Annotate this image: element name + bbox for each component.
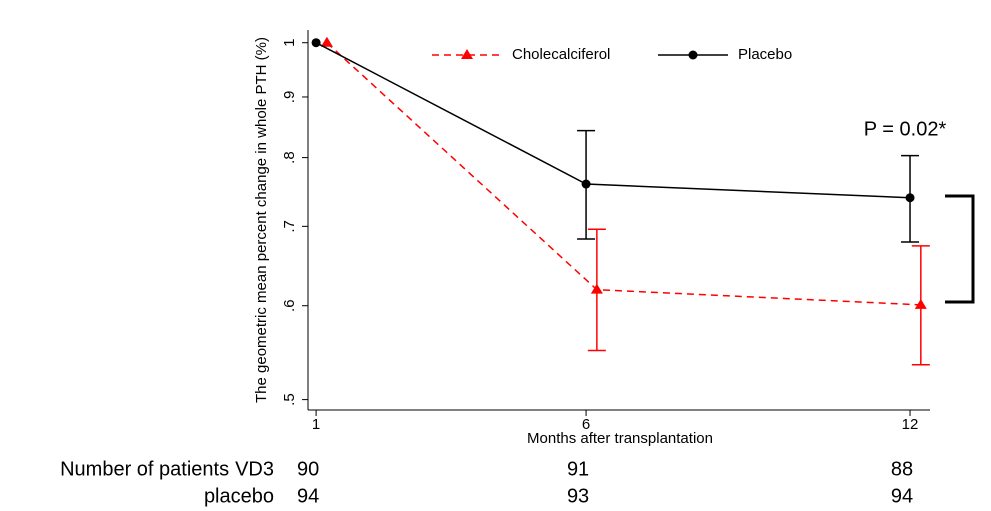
point bbox=[914, 298, 927, 309]
y-tick-label: 1 bbox=[281, 39, 298, 47]
legend-label: Cholecalciferol bbox=[512, 46, 610, 63]
x-tick-label: 12 bbox=[902, 416, 919, 433]
y-tick-label: .9 bbox=[281, 91, 298, 104]
y-tick-label: .7 bbox=[281, 220, 298, 233]
x-tick-label: 6 bbox=[582, 416, 590, 433]
table-cell: 94 bbox=[891, 485, 913, 507]
series-line bbox=[326, 42, 921, 306]
point bbox=[905, 193, 915, 203]
legend-marker bbox=[461, 49, 473, 59]
table-cell: 90 bbox=[297, 458, 319, 480]
x-tick-label: 1 bbox=[312, 416, 320, 433]
legend-label: Placebo bbox=[738, 46, 792, 63]
table-cell: 91 bbox=[567, 458, 589, 480]
annotation: P = 0.02* bbox=[864, 118, 947, 140]
series-line bbox=[315, 42, 911, 199]
x-axis-label: Months after transplantation bbox=[527, 430, 713, 447]
y-axis-label: The geometric mean percent change in who… bbox=[253, 37, 270, 403]
table-cell: 93 bbox=[567, 485, 589, 507]
table-cell: 94 bbox=[297, 485, 319, 507]
table-cell: 88 bbox=[891, 458, 913, 480]
table-label: Number of patients bbox=[60, 458, 229, 480]
table-row-label: VD3 bbox=[235, 458, 274, 480]
point bbox=[581, 179, 591, 189]
point bbox=[320, 36, 333, 47]
legend-marker bbox=[688, 50, 698, 60]
y-tick-label: .6 bbox=[281, 299, 298, 312]
point bbox=[590, 283, 603, 294]
y-tick-label: .8 bbox=[281, 151, 298, 164]
significance-bracket bbox=[945, 194, 975, 304]
table-row-label: placebo bbox=[204, 485, 274, 507]
point bbox=[311, 38, 321, 48]
y-tick-label: .5 bbox=[281, 393, 298, 406]
